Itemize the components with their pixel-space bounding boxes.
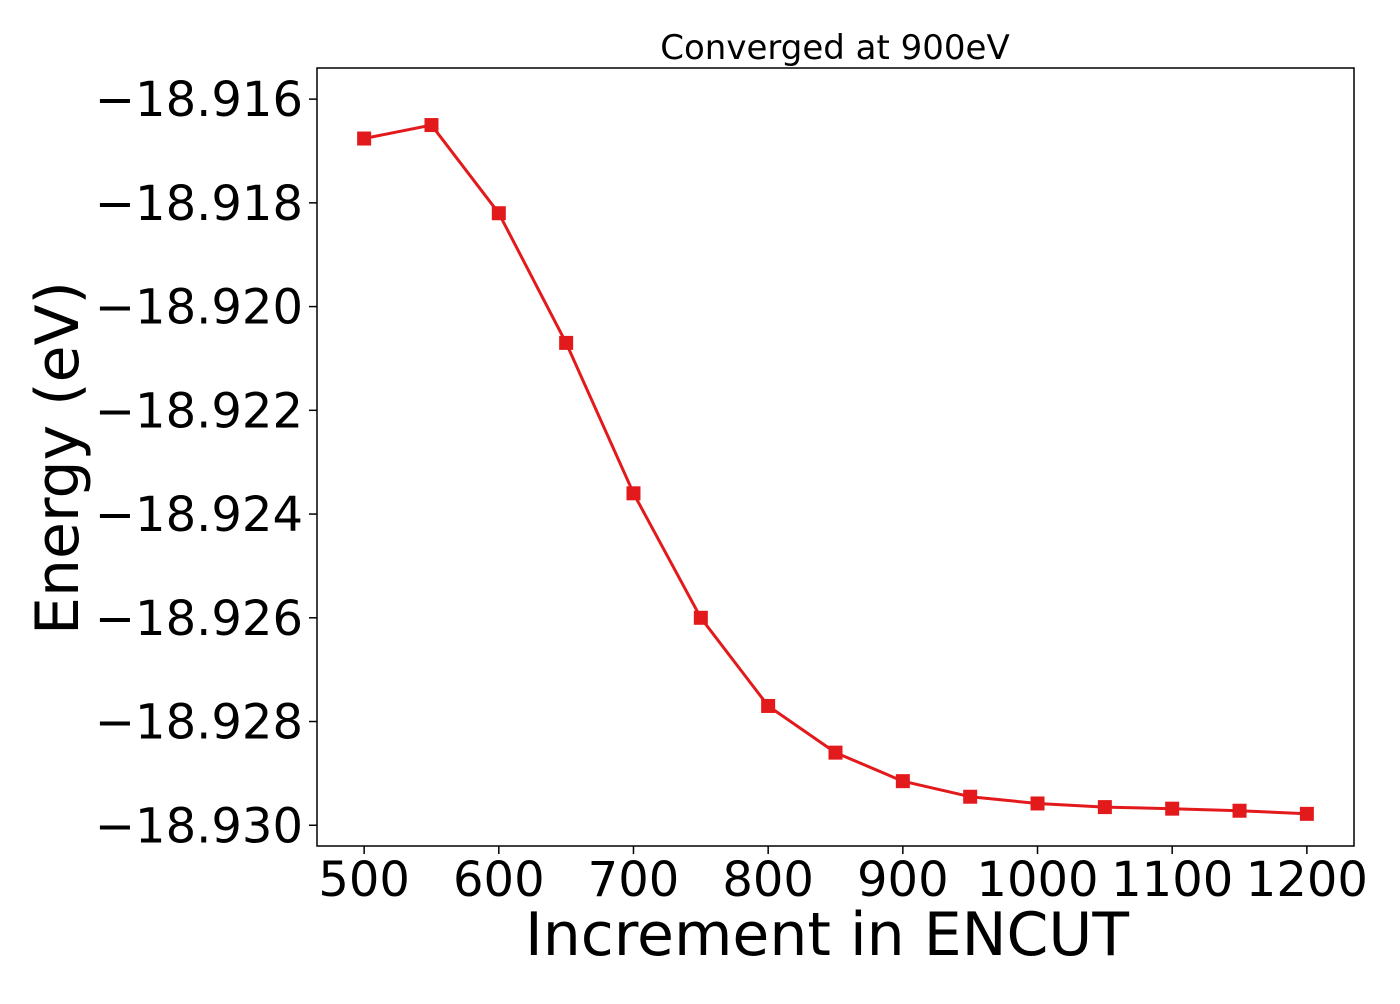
series-layer: [357, 118, 1314, 821]
data-point-marker: [1232, 803, 1247, 818]
data-point-marker: [895, 774, 910, 789]
x-tick-label: 800: [722, 852, 814, 908]
data-point-marker: [1030, 796, 1045, 811]
x-tick-label: 700: [588, 852, 680, 908]
data-point-marker: [1299, 806, 1314, 821]
x-tick-label: 1100: [1111, 852, 1233, 908]
data-point-marker: [559, 335, 574, 350]
data-point-marker: [626, 486, 641, 501]
y-tick-label: −18.916: [95, 72, 303, 128]
axis-ticks: 500 600 700 800 900 1000 1100 1200 −18.916 −18.91…: [95, 72, 1368, 908]
y-tick-label: −18.920: [95, 280, 303, 336]
y-tick-label: −18.926: [95, 591, 303, 647]
x-axis-label: Increment in ENCUT: [525, 900, 1129, 970]
x-tick-label: 1000: [976, 852, 1098, 908]
plot-frame: [316, 67, 1355, 847]
x-tick-label: 1200: [1246, 852, 1368, 908]
y-tick-label: −18.930: [95, 798, 303, 854]
data-point-marker: [1165, 801, 1180, 816]
x-tick-label: 600: [453, 852, 545, 908]
data-point-marker: [1097, 800, 1112, 815]
y-tick-label: −18.924: [95, 487, 303, 543]
y-tick-label: −18.922: [95, 383, 303, 439]
y-tick-label: −18.928: [95, 695, 303, 751]
x-tick-label: 900: [857, 852, 949, 908]
data-point-marker: [761, 698, 776, 713]
data-point-marker: [424, 118, 439, 133]
series-line: [363, 123, 1307, 816]
data-point-marker: [491, 206, 506, 221]
data-point-marker: [963, 789, 978, 804]
y-axis-label: Energy (eV): [23, 281, 93, 635]
data-point-marker: [828, 745, 843, 760]
data-point-marker: [693, 610, 708, 625]
data-point-marker: [357, 131, 372, 146]
y-tick-label: −18.918: [95, 176, 303, 232]
chart-title: Converged at 900eV: [660, 28, 1009, 68]
x-tick-label: 500: [318, 852, 410, 908]
